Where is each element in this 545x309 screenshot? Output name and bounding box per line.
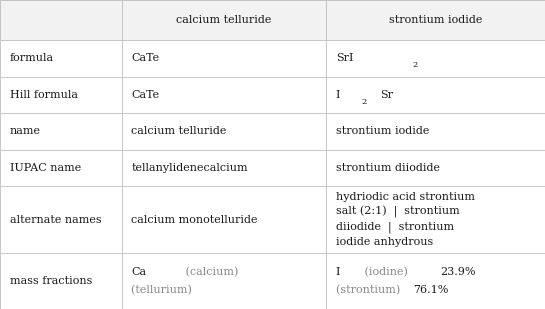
Bar bbox=[122, 40, 326, 77]
Bar bbox=[122, 113, 326, 150]
Text: (calcium): (calcium) bbox=[183, 267, 242, 277]
Bar bbox=[0, 150, 122, 186]
Bar bbox=[326, 40, 545, 77]
Text: (strontium): (strontium) bbox=[336, 285, 403, 295]
Text: calcium telluride: calcium telluride bbox=[176, 15, 271, 25]
Bar bbox=[122, 186, 326, 253]
Text: CaTe: CaTe bbox=[131, 53, 160, 63]
Bar bbox=[326, 253, 545, 309]
Text: IUPAC name: IUPAC name bbox=[10, 163, 81, 173]
Text: I: I bbox=[336, 90, 340, 100]
Text: tellanylidenecalcium: tellanylidenecalcium bbox=[131, 163, 248, 173]
Bar bbox=[122, 150, 326, 186]
Text: SrI: SrI bbox=[336, 53, 353, 63]
Text: I: I bbox=[336, 267, 340, 277]
Bar bbox=[0, 113, 122, 150]
Bar bbox=[122, 113, 326, 150]
Bar bbox=[0, 0, 122, 40]
Bar bbox=[326, 40, 545, 77]
Bar bbox=[0, 253, 122, 309]
Bar bbox=[0, 40, 122, 77]
Text: calcium telluride: calcium telluride bbox=[131, 126, 227, 136]
Text: Hill formula: Hill formula bbox=[10, 90, 78, 100]
Bar bbox=[326, 77, 545, 113]
Text: strontium diiodide: strontium diiodide bbox=[336, 163, 440, 173]
Text: 23.9%: 23.9% bbox=[440, 267, 476, 277]
Text: CaTe: CaTe bbox=[131, 90, 160, 100]
Text: strontium iodide: strontium iodide bbox=[389, 15, 482, 25]
Text: 2: 2 bbox=[412, 61, 417, 69]
Bar bbox=[0, 186, 122, 253]
Bar bbox=[0, 0, 122, 40]
Bar bbox=[122, 0, 326, 40]
Text: (iodine): (iodine) bbox=[361, 267, 411, 277]
Bar bbox=[122, 150, 326, 186]
Bar bbox=[326, 150, 545, 186]
Text: 76.1%: 76.1% bbox=[413, 285, 449, 295]
Text: calcium monotelluride: calcium monotelluride bbox=[131, 215, 258, 225]
Bar bbox=[326, 150, 545, 186]
Text: 2: 2 bbox=[361, 98, 366, 106]
Bar bbox=[326, 77, 545, 113]
Bar bbox=[122, 77, 326, 113]
Bar bbox=[0, 253, 122, 309]
Bar bbox=[122, 40, 326, 77]
Bar bbox=[0, 40, 122, 77]
Bar bbox=[122, 253, 326, 309]
Bar bbox=[326, 253, 545, 309]
Text: Sr: Sr bbox=[380, 90, 393, 100]
Text: name: name bbox=[10, 126, 41, 136]
Bar bbox=[326, 186, 545, 253]
Bar bbox=[326, 0, 545, 40]
Text: (tellurium): (tellurium) bbox=[131, 285, 196, 295]
Text: hydriodic acid strontium
salt (2:1)  |  strontium
diiodide  |  strontium
iodide : hydriodic acid strontium salt (2:1) | st… bbox=[336, 193, 475, 247]
Bar bbox=[0, 186, 122, 253]
Bar bbox=[0, 77, 122, 113]
Bar bbox=[326, 113, 545, 150]
Bar bbox=[326, 113, 545, 150]
Bar bbox=[0, 113, 122, 150]
Text: formula: formula bbox=[10, 53, 54, 63]
Bar bbox=[122, 0, 326, 40]
Bar bbox=[326, 186, 545, 253]
Bar bbox=[0, 77, 122, 113]
Bar bbox=[326, 0, 545, 40]
Bar bbox=[122, 186, 326, 253]
Bar bbox=[122, 77, 326, 113]
Text: alternate names: alternate names bbox=[10, 215, 101, 225]
Bar bbox=[122, 253, 326, 309]
Text: strontium iodide: strontium iodide bbox=[336, 126, 429, 136]
Bar bbox=[0, 150, 122, 186]
Text: Ca: Ca bbox=[131, 267, 147, 277]
Text: mass fractions: mass fractions bbox=[10, 276, 92, 286]
